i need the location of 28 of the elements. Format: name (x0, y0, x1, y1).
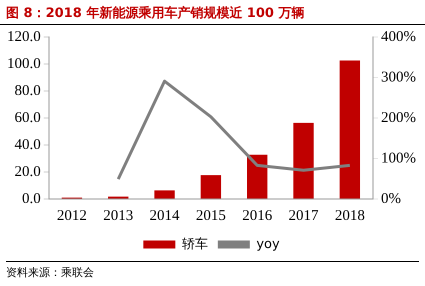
bar (200, 175, 222, 198)
x-tick-label: 2017 (288, 208, 320, 224)
x-tick-label: 2018 (334, 208, 365, 224)
bar (247, 154, 268, 198)
bar (293, 122, 314, 198)
x-tick-label: 2013 (103, 208, 134, 224)
y2-tick-label: 300% (381, 69, 416, 86)
text: 资料来源：乘联会 (6, 261, 419, 280)
y2-tick-label: 0% (381, 190, 402, 207)
bar (340, 60, 360, 198)
y-tick-label: 20.0 (14, 164, 41, 180)
x-tick-label: 2012 (56, 208, 87, 224)
y-tick-label: 0.0 (22, 190, 41, 207)
y2-tick-label: 100% (381, 150, 416, 166)
y2-tick-label: 400% (381, 28, 416, 45)
legend-label: yoy (256, 236, 280, 252)
bar (154, 190, 175, 198)
chart-title: 图 8：2018 年新能源乘用车产销规模近 100 万辆 (0, 0, 425, 25)
x-tick-label: 2015 (196, 208, 226, 224)
y-tick-label: 60.0 (14, 110, 41, 126)
x-tick-label: 2014 (150, 208, 180, 224)
y2-tick-label: 200% (381, 110, 416, 126)
x-tick-label: 2016 (242, 208, 273, 224)
y-tick-label: 80.0 (14, 82, 41, 99)
y-tick-label: 100.0 (7, 56, 41, 72)
y-tick-label: 120.0 (7, 28, 41, 45)
legend-label: 轿车 (182, 236, 208, 252)
y-tick-label: 40.0 (14, 136, 41, 153)
